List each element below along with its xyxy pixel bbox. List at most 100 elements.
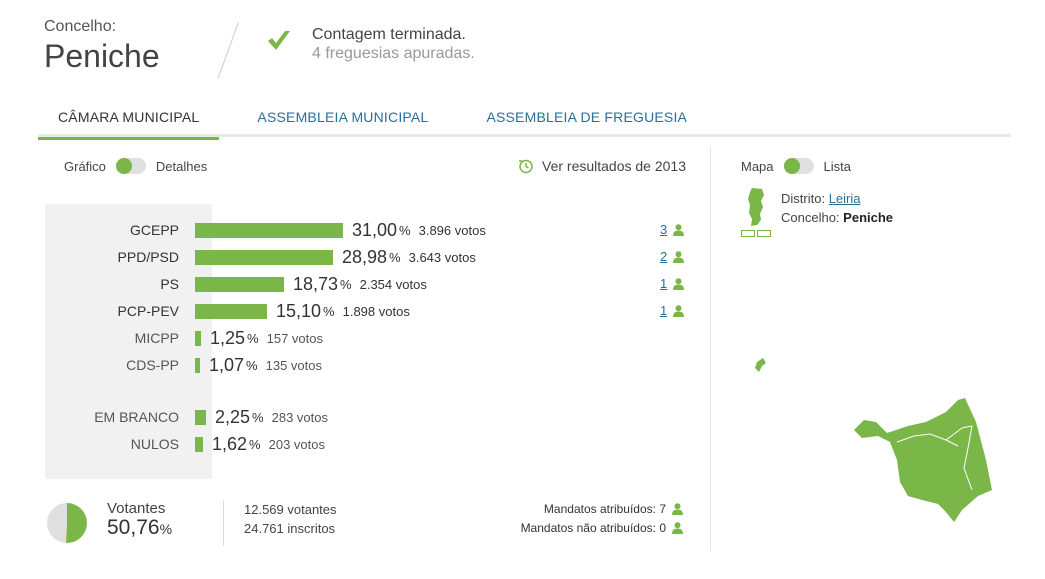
party-name: CDS-PP [126, 357, 179, 373]
mandates-unassigned-label: Mandatos não atribuídos: 0 [520, 521, 666, 535]
result-bar [195, 330, 201, 346]
percent-sign: % [252, 409, 264, 425]
seats-link[interactable]: 2 [660, 249, 685, 264]
result-bar [195, 222, 343, 238]
turnout-pie-slice [66, 503, 87, 543]
history-icon [519, 159, 533, 174]
district-link[interactable]: Leiria [828, 191, 861, 206]
party-name: MICPP [134, 330, 179, 346]
seats-count: 1 [660, 303, 668, 318]
mandates-unassigned: Mandatos não atribuídos: 0 [521, 521, 683, 535]
result-bar [195, 409, 206, 425]
result-percent: 28,98 [342, 246, 388, 267]
party-labels-panel [45, 204, 212, 479]
percent-sign: % [247, 330, 259, 346]
percent-sign: % [340, 276, 352, 292]
turnout-number: 50,76 [107, 516, 160, 539]
status-title: Contagem terminada. [312, 26, 466, 43]
result-row: PCP-PEV 15,10% 1.898 votos [45, 299, 410, 323]
previous-results-label: Ver resultados de 2013 [542, 158, 686, 174]
registered-count: 24.761 inscritos [244, 521, 336, 536]
party-name: EM BRANCO [94, 409, 179, 425]
result-percent: 31,00 [352, 219, 398, 240]
tab-camara-municipal[interactable]: CÂMARA MUNICIPAL [38, 104, 220, 140]
result-row: MICPP 1,25% 157 votos [45, 326, 323, 350]
percent-sign: % [399, 222, 411, 238]
view-toggle-right-label: Detalhes [155, 158, 208, 174]
result-bar [195, 249, 333, 265]
person-icon [672, 503, 683, 515]
result-row: PS 18,73% 2.354 votos [45, 272, 427, 296]
map-toggle: Mapa Lista [741, 158, 851, 174]
result-percent: 2,25 [215, 406, 251, 427]
municipality-label-map: Concelho: [781, 210, 840, 225]
view-toggle: Gráfico Detalhes [64, 158, 207, 174]
result-percent: 1,25 [210, 327, 246, 348]
result-row: CDS-PP 1,07% 135 votos [45, 353, 322, 377]
result-bar [195, 303, 267, 319]
result-bar [195, 357, 200, 373]
map-toggle-right-label: Lista [823, 158, 851, 174]
header-divider [217, 22, 239, 79]
peniche-parishes[interactable] [854, 398, 992, 522]
result-row: GCEPP 31,00% 3.896 votos [45, 218, 486, 242]
party-name: NULOS [130, 436, 179, 452]
district-label: Distrito: [781, 191, 826, 206]
mandates-assigned-label: Mandatos atribuídos: 7 [543, 502, 666, 516]
view-toggle-switch[interactable] [115, 158, 146, 174]
result-votes: 135 votos [265, 357, 322, 373]
result-votes: 283 votos [271, 409, 328, 425]
result-percent: 15,10 [276, 300, 322, 321]
result-percent: 1,62 [212, 433, 248, 454]
zoom-in-button[interactable] [757, 230, 771, 237]
municipality-name: Peniche [44, 38, 160, 74]
mandates-assigned: Mandatos atribuídos: 7 [544, 502, 683, 516]
seats-count: 2 [660, 249, 668, 264]
footer-divider [223, 500, 224, 546]
result-votes: 2.354 votos [359, 276, 427, 292]
person-icon [672, 522, 683, 534]
berlengas-islands[interactable] [755, 358, 766, 372]
result-row: NULOS 1,62% 203 votos [45, 432, 325, 456]
result-votes: 1.898 votos [342, 303, 410, 319]
percent-sign: % [246, 357, 258, 373]
seats-count: 1 [660, 276, 668, 291]
person-icon [673, 223, 685, 236]
person-icon [673, 277, 685, 290]
panel-divider [710, 146, 711, 551]
zoom-out-button[interactable] [741, 230, 755, 237]
seats-link[interactable]: 1 [660, 303, 685, 318]
tab-assembleia-freguesia[interactable]: ASSEMBLEIA DE FREGUESIA [486, 109, 688, 125]
result-bar [195, 436, 203, 452]
status-subtitle: 4 freguesias apuradas. [312, 45, 475, 62]
seats-count: 3 [660, 222, 668, 237]
percent-sign: % [249, 436, 261, 452]
municipality-label: Concelho: [44, 18, 117, 35]
municipality-header: Concelho: Peniche [44, 18, 160, 75]
seats-link[interactable]: 1 [660, 276, 685, 291]
voters-count: 12.569 votantes [244, 502, 337, 517]
previous-results-link[interactable]: Ver resultados de 2013 [518, 158, 686, 174]
percent-sign: % [389, 249, 401, 265]
percent-sign: % [323, 303, 335, 319]
toggle-knob [115, 158, 132, 174]
party-name: PPD/PSD [117, 249, 179, 265]
party-name: GCEPP [129, 222, 179, 238]
result-row: EM BRANCO 2,25% 283 votos [45, 405, 328, 429]
result-votes: 3.643 votos [408, 249, 476, 265]
result-votes: 3.896 votos [418, 222, 486, 238]
municipality-value: Peniche [843, 210, 894, 225]
location-info: Distrito: Leiria Concelho: Peniche [781, 189, 893, 227]
portugal-minimap-icon[interactable] [744, 187, 768, 227]
municipality-map[interactable] [750, 350, 1000, 530]
tab-assembleia-municipal[interactable]: ASSEMBLEIA MUNICIPAL [257, 109, 429, 125]
result-percent: 1,07 [209, 354, 245, 375]
person-icon [673, 250, 685, 263]
party-name: PS [160, 276, 179, 292]
turnout-percent-sign: % [159, 521, 173, 537]
seats-link[interactable]: 3 [660, 222, 685, 237]
map-toggle-switch[interactable] [783, 158, 814, 174]
count-status: Contagem terminada. 4 freguesias apurada… [266, 26, 475, 63]
turnout-pie [47, 503, 87, 543]
turnout-value: 50,76% [107, 516, 172, 540]
